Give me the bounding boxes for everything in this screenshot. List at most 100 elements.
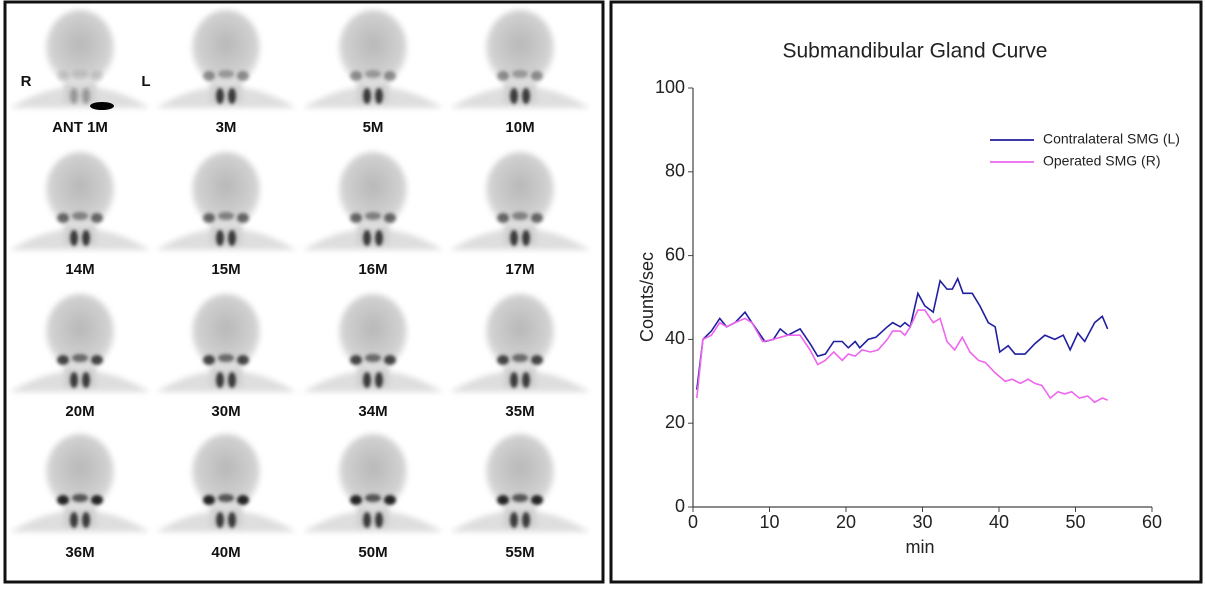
x-tick-label: 20 bbox=[836, 512, 856, 532]
gland bbox=[384, 355, 396, 365]
scan-body bbox=[450, 294, 590, 392]
y-tick-label: 80 bbox=[665, 161, 685, 181]
scan-image bbox=[303, 152, 443, 250]
gland bbox=[70, 88, 78, 104]
x-tick-label: 40 bbox=[989, 512, 1009, 532]
gland bbox=[522, 88, 530, 104]
gland bbox=[228, 512, 236, 528]
gland bbox=[82, 230, 90, 246]
scan-image bbox=[450, 152, 590, 250]
y-tick-label: 60 bbox=[665, 244, 685, 264]
head bbox=[339, 294, 407, 370]
gland bbox=[510, 372, 518, 388]
gland bbox=[510, 88, 518, 104]
mouth bbox=[218, 70, 234, 78]
head bbox=[192, 152, 260, 228]
gland bbox=[497, 213, 509, 223]
uptake bbox=[57, 70, 103, 104]
gland bbox=[350, 71, 362, 81]
scan-image bbox=[303, 294, 443, 392]
head bbox=[486, 152, 554, 228]
scan-body bbox=[10, 434, 150, 532]
gland bbox=[216, 512, 224, 528]
uptake bbox=[57, 354, 103, 388]
mouth bbox=[365, 354, 381, 362]
head bbox=[339, 152, 407, 228]
head bbox=[486, 294, 554, 370]
gland bbox=[203, 355, 215, 365]
scan-label: 16M bbox=[358, 261, 387, 278]
gland bbox=[82, 512, 90, 528]
gland bbox=[510, 230, 518, 246]
scan-body bbox=[303, 10, 443, 108]
scan-body bbox=[10, 294, 150, 392]
scan-label: 35M bbox=[505, 403, 534, 420]
mouth bbox=[365, 212, 381, 220]
scan-body bbox=[450, 152, 590, 250]
uptake bbox=[497, 212, 543, 246]
gland bbox=[237, 213, 249, 223]
x-axis-label: min bbox=[905, 537, 934, 557]
gland bbox=[350, 495, 362, 505]
scan-image bbox=[10, 10, 150, 110]
scan-image bbox=[303, 434, 443, 532]
gland bbox=[363, 88, 371, 104]
gland bbox=[91, 71, 103, 81]
head bbox=[192, 294, 260, 370]
gland bbox=[203, 71, 215, 81]
side-label: R bbox=[21, 73, 32, 90]
scan-body bbox=[10, 10, 150, 108]
scan-body bbox=[303, 152, 443, 250]
gland bbox=[237, 71, 249, 81]
scan-image bbox=[450, 294, 590, 392]
gland bbox=[350, 355, 362, 365]
scan-label: ANT 1M bbox=[52, 119, 108, 136]
gland bbox=[228, 230, 236, 246]
uptake bbox=[497, 354, 543, 388]
head bbox=[486, 434, 554, 510]
mouth bbox=[365, 494, 381, 502]
gland bbox=[522, 512, 530, 528]
scan-image bbox=[10, 294, 150, 392]
y-tick-label: 100 bbox=[655, 77, 685, 97]
gland bbox=[237, 495, 249, 505]
gland bbox=[510, 512, 518, 528]
mouth bbox=[512, 212, 528, 220]
gland bbox=[375, 230, 383, 246]
scan-label: 5M bbox=[363, 119, 384, 136]
scan-label: 20M bbox=[65, 403, 94, 420]
uptake bbox=[350, 212, 396, 246]
uptake bbox=[497, 494, 543, 528]
mouth bbox=[218, 494, 234, 502]
scan-label: 36M bbox=[65, 544, 94, 561]
mouth bbox=[218, 354, 234, 362]
gland bbox=[228, 372, 236, 388]
y-axis-label: Counts/sec bbox=[637, 252, 657, 342]
head bbox=[339, 10, 407, 86]
head bbox=[46, 10, 114, 86]
scan-label: 50M bbox=[358, 544, 387, 561]
mouth bbox=[365, 70, 381, 78]
chart: Submandibular Gland Curve min Counts/sec… bbox=[637, 40, 1180, 557]
scan-label: 15M bbox=[211, 261, 240, 278]
head bbox=[46, 294, 114, 370]
gland bbox=[70, 512, 78, 528]
gland bbox=[82, 88, 90, 104]
x-tick-label: 10 bbox=[759, 512, 779, 532]
gland bbox=[70, 230, 78, 246]
scan-label: 14M bbox=[65, 261, 94, 278]
scan-image bbox=[303, 10, 443, 108]
uptake bbox=[203, 354, 249, 388]
injection-site bbox=[90, 102, 114, 110]
uptake bbox=[350, 354, 396, 388]
gland bbox=[91, 355, 103, 365]
uptake bbox=[497, 70, 543, 104]
mouth bbox=[218, 212, 234, 220]
scan-image bbox=[10, 152, 150, 250]
uptake bbox=[350, 70, 396, 104]
scan-image bbox=[156, 294, 296, 392]
head bbox=[339, 434, 407, 510]
gland bbox=[375, 88, 383, 104]
gland bbox=[216, 372, 224, 388]
scan-body bbox=[156, 434, 296, 532]
